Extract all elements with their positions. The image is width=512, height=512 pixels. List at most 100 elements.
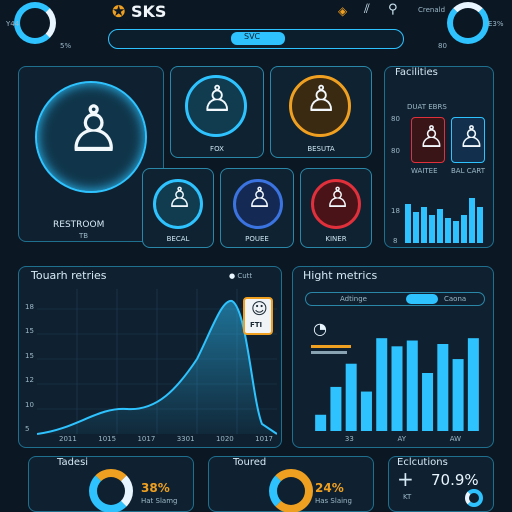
hight-xtick-row: 33 AY AW [323,435,483,443]
kiner-ring [311,179,361,229]
legend-dot-icon: ● [229,272,236,280]
touch-area-chart [37,289,277,435]
touch-xtick-row: 2011 1015 1017 3301 1020 1017 [59,435,273,443]
logo-icon: ✪ [112,2,126,21]
brand-logo[interactable]: ✪ SKS [112,2,166,21]
facilities-panel[interactable]: Facilities DUAT EBRS 80 80 ♙ ♙ WAITEE BA… [384,66,494,248]
room-card-kiner[interactable]: ♙ KINER [300,168,372,248]
person-icon: ♙ [65,93,123,167]
person-icon: ♙ [247,181,273,214]
room-card-besuta[interactable]: ♙ BESUTA [270,66,372,158]
search-bar[interactable]: SVC [108,29,404,49]
facilities-mini-bars [405,187,489,243]
bar [345,363,357,431]
plus-icon[interactable]: + [397,467,414,491]
restroom-ring [35,81,147,193]
tab-caona[interactable]: Caona [444,295,467,303]
room-card-pouee[interactable]: ♙ POUEE [220,168,294,248]
brand-title: SKS [130,2,167,21]
facilities-title: Facilities [395,67,438,78]
hight-xtick: AY [397,435,407,443]
touch-xtick: 3301 [176,435,195,443]
touch-legend[interactable]: ● Cutt [229,272,252,280]
pouee-ring [233,179,283,229]
fox-label: FOX [210,145,224,153]
eclut-donut [465,489,483,507]
legend-bar-orange [311,345,351,348]
touch-retries-panel[interactable]: Touarh retries ● Cutt 18 15 15 12 10 5 [18,266,282,448]
besuta-label: BESUTA [307,145,335,153]
toured-value: 24% [315,481,344,495]
touch-xtick: 1017 [137,435,156,443]
facility-card-blue[interactable]: ♙ [451,117,485,163]
facilities-ytick: 80 [391,115,400,123]
bar [406,340,418,431]
shirt-icon[interactable]: ⚲ [388,2,398,17]
mini-bar [477,206,483,243]
facilities-ytick: 80 [391,147,400,155]
top-right-pct: E3% [488,20,504,28]
mini-bar [437,209,443,243]
bar [422,373,434,431]
restroom-panel[interactable]: ♙ RESTROOM TB [18,66,164,242]
touch-area-fill [37,300,277,434]
mini-bar [445,217,451,243]
touch-ytick: 12 [25,376,34,385]
bar [437,344,449,431]
tab-caona-pill[interactable] [406,294,438,304]
chart-icon[interactable]: ⫽ [364,2,370,17]
room-card-becal[interactable]: ♙ BECAL [142,168,214,248]
person-icon: ♙ [305,79,338,120]
bar [376,338,388,431]
top-right-num: 80 [438,42,447,50]
mini-bar [461,215,467,243]
mini-bar [421,206,427,243]
tadesi-panel[interactable]: Tadesi 38% Hat Slamg [28,456,194,512]
room-card-fox[interactable]: ♙ FOX [170,66,264,158]
hight-title: Hight metrics [303,269,378,282]
tadesi-donut [89,469,133,512]
hight-legend [311,345,351,354]
touch-avatar-badge[interactable]: ☺ FTI [243,297,273,335]
toured-panel[interactable]: Toured 24% Has Slaing [208,456,374,512]
touch-ytick: 10 [25,400,34,409]
person-icon: ♙ [325,181,351,214]
person-icon: ♙ [458,120,485,155]
legend-bar-grey [311,351,347,354]
hight-bar-chart [315,338,479,431]
tab-adtinge[interactable]: Adtinge [340,295,367,303]
touch-ytick: 15 [25,351,34,360]
becal-ring [153,179,203,229]
fox-ring [185,75,247,137]
facility-label: BAL CART [451,167,486,175]
search-label: SVC [244,32,261,41]
bar [467,338,479,431]
touch-ytick-column: 18 15 15 12 10 5 [25,303,34,433]
touch-ytick: 18 [25,303,34,311]
search-pill [231,32,285,45]
person-icon: ♙ [418,120,445,155]
hight-tab-bar[interactable]: Adtinge Caona [305,292,485,306]
touch-xtick: 2011 [59,435,77,443]
top-right-text: Crenald [418,6,446,14]
tadesi-title: Tadesi [57,457,89,468]
mini-bar [429,215,435,243]
mini-bar [413,212,419,243]
diamond-icon[interactable]: ◈ [338,4,348,18]
touch-ytick: 5 [25,424,30,433]
facility-card-red[interactable]: ♙ [411,117,445,163]
touch-xtick: 1017 [255,435,273,443]
touch-line [37,300,277,435]
bar [360,391,372,431]
facilities-sub: DUAT EBRS [407,103,447,111]
toured-title: Toured [233,457,267,468]
mini-bar [453,220,459,243]
hight-metrics-panel[interactable]: Hight metrics Adtinge Caona ◔ 33 AY AW [292,266,494,448]
badge-label: FTI [250,321,263,329]
besuta-ring [289,75,351,137]
top-left-pct: 5% [60,42,72,50]
top-left-gauge [14,2,56,44]
eclcutions-panel[interactable]: Eclcutions + 70.9% KT [388,456,494,512]
tadesi-sub: Hat Slamg [141,497,178,505]
person-icon: ♙ [201,79,234,120]
